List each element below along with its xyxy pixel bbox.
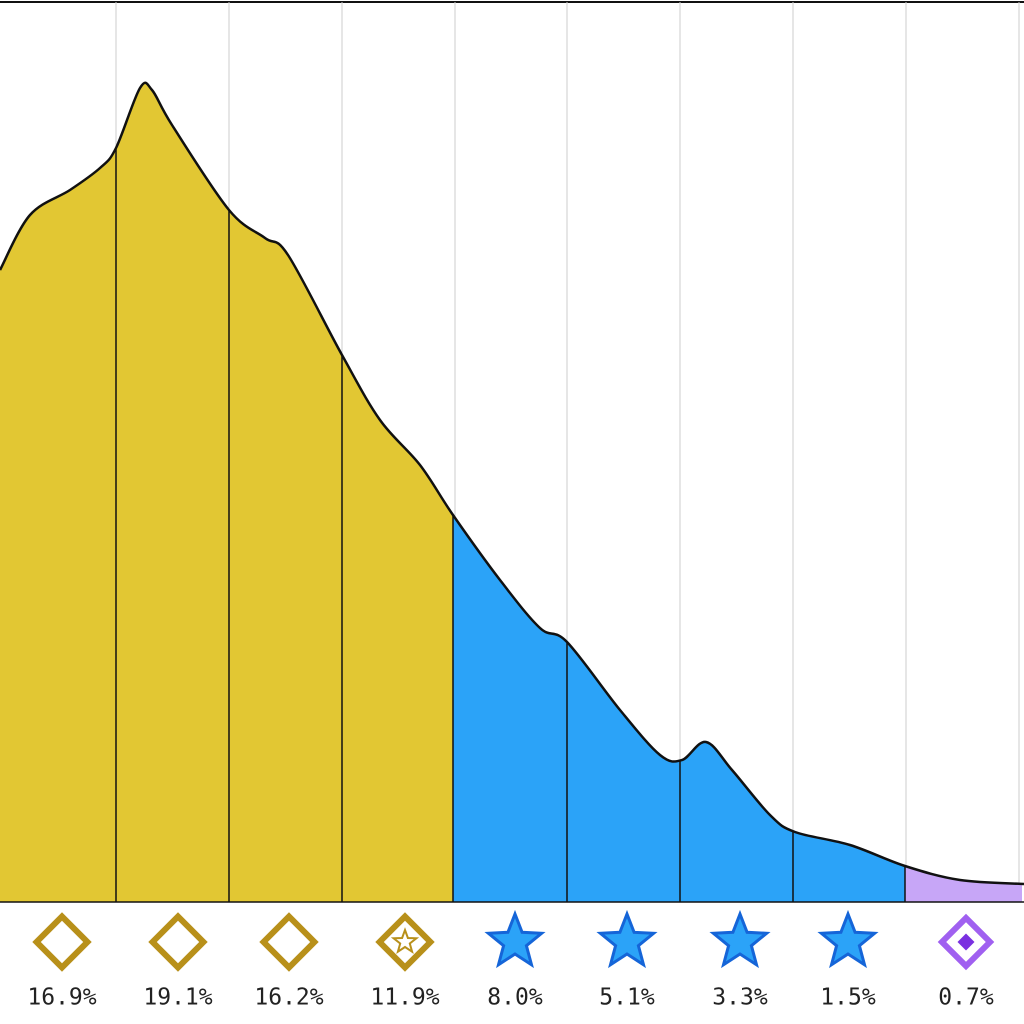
value-label: 11.9%	[370, 985, 439, 1011]
area-segment	[342, 82, 453, 902]
value-label: 0.7%	[938, 985, 994, 1011]
area-segment	[905, 82, 1022, 902]
rank-icon	[709, 909, 771, 969]
rank-icon-star	[390, 927, 420, 955]
area-segment	[680, 82, 793, 902]
rank-icon	[148, 912, 208, 972]
curve-outline	[0, 81, 1024, 886]
area-segment	[229, 82, 342, 902]
rank-icon	[484, 909, 546, 969]
area-segment	[0, 82, 116, 902]
area-segment	[453, 82, 567, 902]
area-segment	[116, 82, 229, 902]
value-label: 16.9%	[27, 985, 96, 1011]
value-label: 3.3%	[712, 985, 768, 1011]
value-label: 5.1%	[599, 985, 655, 1011]
area-segment	[793, 82, 905, 902]
area-group	[0, 82, 1022, 902]
value-label: 1.5%	[820, 985, 876, 1011]
value-label: 16.2%	[254, 985, 323, 1011]
rank-icon	[259, 912, 319, 972]
rank-icon	[596, 909, 658, 969]
value-label: 8.0%	[487, 985, 543, 1011]
value-label: 19.1%	[143, 985, 212, 1011]
rank-icon-core	[957, 933, 975, 951]
area-segment	[567, 82, 680, 902]
rank-icon	[817, 909, 879, 969]
rank-icon	[32, 912, 92, 972]
